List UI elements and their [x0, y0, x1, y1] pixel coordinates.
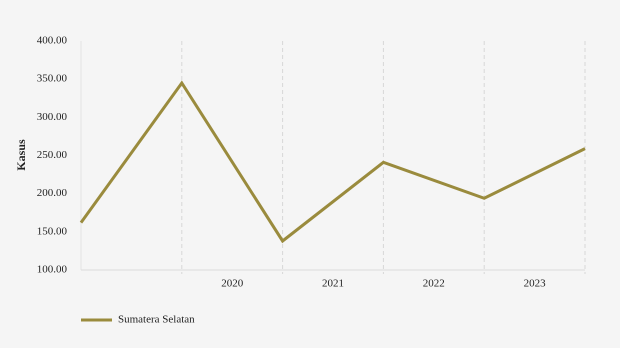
line-series: [79, 80, 586, 244]
x-tick-label: 2023: [524, 278, 547, 290]
x-tick-label: 2022: [423, 278, 445, 290]
y-tick-label: 300.00: [37, 111, 68, 123]
y-tick-label: 100.00: [37, 264, 68, 276]
x-tick-label: 2021: [322, 278, 344, 290]
y-tick-label: 200.00: [37, 187, 68, 199]
y-tick-label: 250.00: [37, 149, 68, 161]
legend-label: Sumatera Selatan: [118, 314, 195, 326]
y-tick-label: 400.00: [37, 35, 68, 47]
y-axis-label: Kasus: [14, 139, 28, 171]
y-tick-label: 150.00: [37, 225, 68, 237]
y-tick-label: 350.00: [37, 73, 68, 85]
x-tick-label: 2020: [221, 278, 244, 290]
